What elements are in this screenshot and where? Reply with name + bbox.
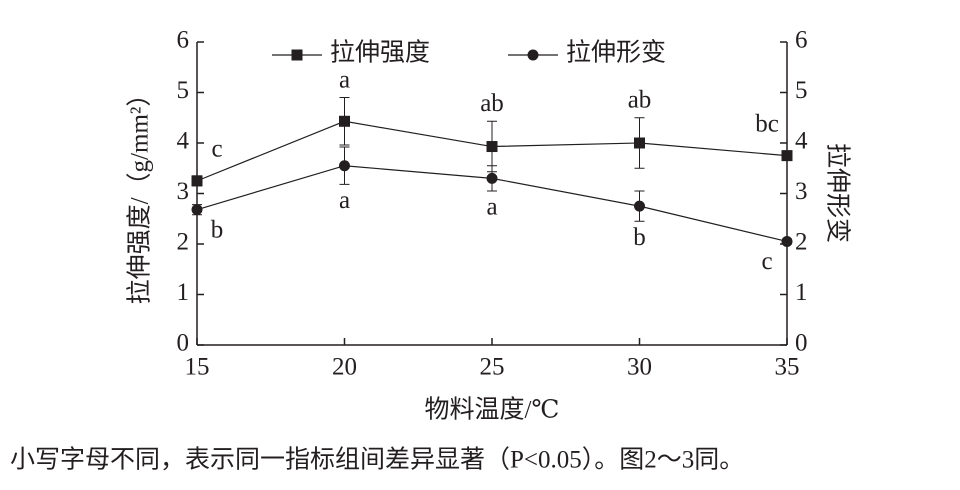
y-tick-label: 2 [177, 229, 190, 256]
significance-letter: c [211, 136, 222, 163]
y-tick-label: 4 [177, 128, 190, 155]
data-point [191, 175, 203, 187]
significance-letter: b [211, 216, 224, 243]
significance-letter: a [339, 187, 350, 214]
x-axis-label: 物料温度/℃ [425, 396, 560, 424]
y2-tick-label: 3 [795, 178, 808, 205]
significance-letter: ab [480, 90, 504, 117]
data-point [191, 204, 203, 216]
data-point [781, 235, 793, 247]
y-tick-label: 6 [177, 27, 190, 54]
x-tick-label: 30 [627, 354, 652, 381]
y-tick-label: 1 [177, 279, 190, 306]
y2-tick-label: 4 [795, 128, 808, 155]
footnote: 小写字母不同，表示同一指标组间差异显著（P<0.05）。图2～3同。 [10, 446, 744, 474]
data-point [634, 200, 645, 212]
y2-tick-label: 5 [795, 77, 808, 104]
data-point [486, 141, 498, 153]
significance-letter: bc [755, 110, 779, 137]
x-tick-label: 20 [332, 354, 357, 381]
legend-marker [291, 49, 303, 61]
y-tick-label: 3 [177, 178, 190, 205]
y-tick-label: 0 [177, 330, 190, 357]
significance-letter: ab [628, 86, 652, 113]
y-tick-label: 5 [177, 77, 190, 104]
x-tick-label: 35 [775, 354, 800, 381]
y2-tick-label: 2 [795, 229, 808, 256]
data-point [781, 150, 793, 162]
x-tick-label: 25 [480, 354, 505, 381]
data-point [339, 115, 350, 127]
significance-letter: a [339, 66, 350, 93]
significance-letter: c [761, 248, 772, 275]
legend-label: 拉伸强度 [330, 39, 430, 67]
legend-marker [527, 49, 539, 61]
y2-tick-label: 1 [795, 279, 808, 306]
x-tick-label: 15 [185, 354, 210, 381]
legend-label: 拉伸形变 [566, 39, 666, 67]
data-point [486, 172, 498, 184]
y2-tick-label: 0 [795, 330, 808, 357]
y2-axis-label: 拉伸形变 [823, 143, 851, 243]
y-axis-label: 拉伸强度/（g/mm²） [126, 82, 154, 305]
data-point [634, 137, 645, 149]
significance-letter: b [633, 224, 646, 251]
y2-tick-label: 6 [795, 27, 808, 54]
data-point [339, 160, 350, 172]
significance-letter: a [486, 194, 497, 221]
